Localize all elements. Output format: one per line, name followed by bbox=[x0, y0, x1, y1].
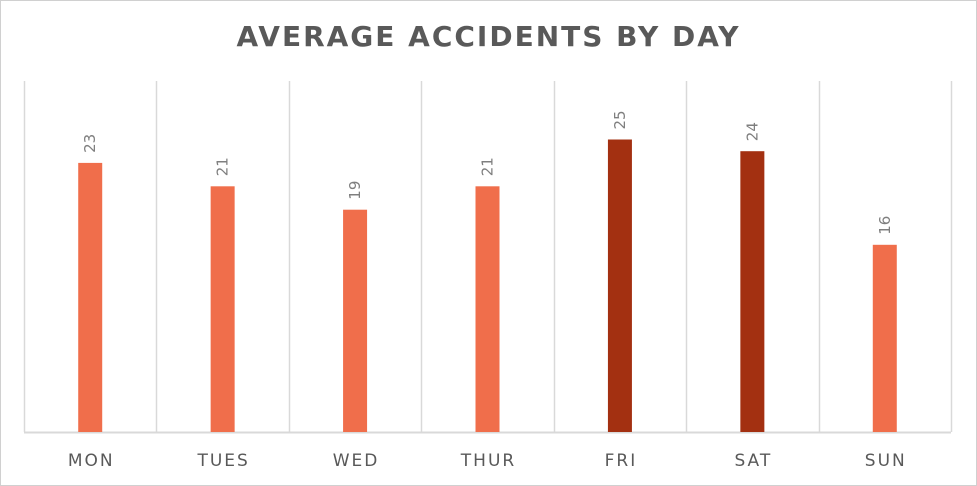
data-label: 19 bbox=[346, 181, 364, 200]
data-label: 25 bbox=[611, 110, 629, 129]
data-label: 16 bbox=[876, 216, 894, 235]
bar-sat bbox=[740, 151, 765, 432]
category-label: TUES bbox=[196, 451, 249, 471]
chart-title: AVERAGE ACCIDENTS BY DAY bbox=[236, 20, 741, 53]
data-label: 21 bbox=[214, 157, 232, 176]
category-label: SAT bbox=[734, 451, 772, 471]
bar-thur bbox=[475, 186, 500, 432]
category-label: THUR bbox=[460, 451, 516, 471]
bar-mon bbox=[78, 162, 103, 432]
bar-wed bbox=[343, 209, 368, 432]
category-label: FRI bbox=[605, 451, 638, 471]
category-label: SUN bbox=[865, 451, 907, 471]
bar-tues bbox=[210, 186, 235, 432]
data-label: 23 bbox=[81, 134, 99, 153]
category-label: WED bbox=[333, 451, 380, 471]
category-label: MON bbox=[68, 451, 115, 471]
data-label: 24 bbox=[743, 122, 761, 141]
bar-sun bbox=[872, 244, 897, 432]
data-label: 21 bbox=[479, 157, 497, 176]
bar-fri bbox=[607, 139, 632, 432]
